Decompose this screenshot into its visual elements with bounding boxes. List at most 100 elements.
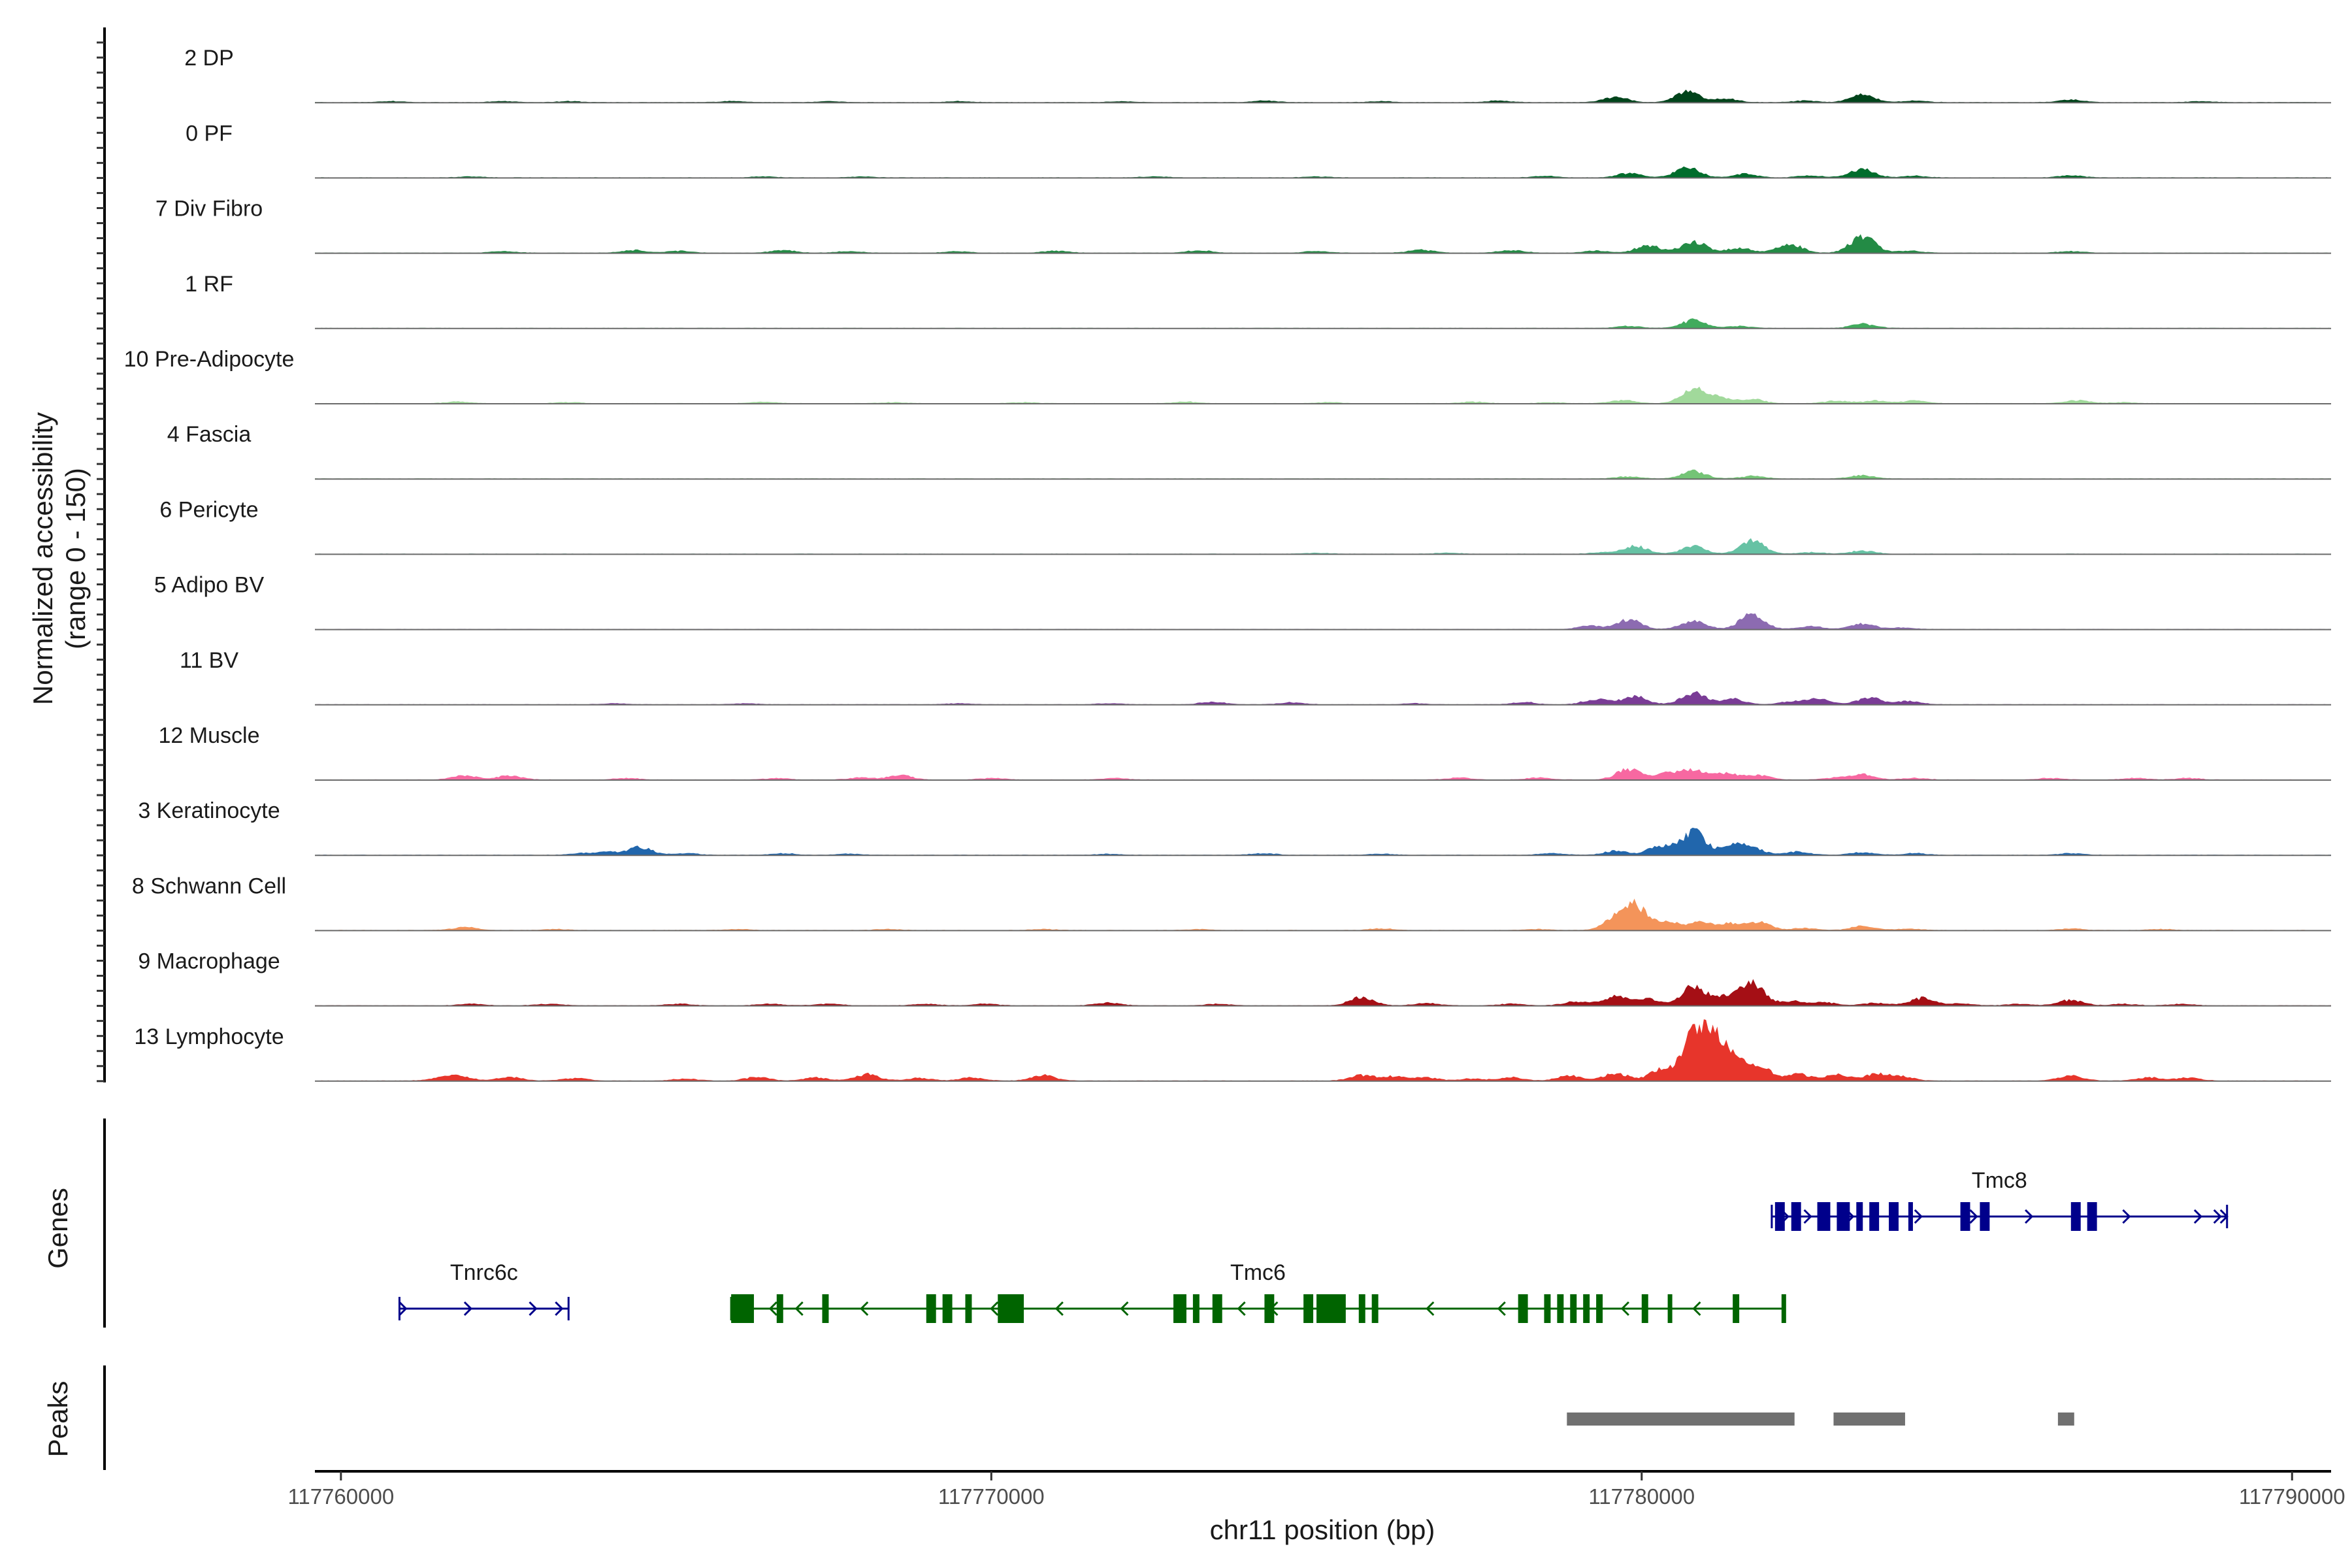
strand-arrow-icon (2219, 1209, 2229, 1224)
strand-arrow-icon (1620, 1301, 1629, 1316)
gene-exon (1733, 1294, 1740, 1323)
gene-exon (1192, 1294, 1200, 1323)
track-label: 9 Macrophage (138, 949, 280, 974)
strand-arrow-icon (1120, 1301, 1129, 1316)
coverage-track: 5 Adipo BV (154, 573, 2331, 630)
gene-exon (1641, 1294, 1648, 1323)
genes-panel: Genes Tnrc6c Tmc6 Tmc8 (42, 1119, 2229, 1328)
gene-exon (731, 1294, 754, 1323)
coverage-area (315, 979, 2331, 1006)
gene-exon (998, 1294, 1024, 1323)
strand-arrow-icon (399, 1301, 408, 1316)
track-label: 11 BV (180, 648, 238, 673)
strand-arrow-icon (1426, 1301, 1435, 1316)
gene-exon (1869, 1202, 1880, 1231)
gene-exon (1596, 1294, 1603, 1323)
strand-arrow-icon (794, 1301, 804, 1316)
coverage-area (315, 1019, 2331, 1081)
x-tick-label: 117770000 (938, 1484, 1045, 1509)
x-axis: chr11 position (bp) 117760000 117770000 11… (287, 1470, 2345, 1545)
strand-arrow-icon (1237, 1301, 1246, 1316)
gene-exon (1173, 1294, 1186, 1323)
coverage-area (315, 768, 2331, 780)
strand-arrow-icon (1054, 1301, 1064, 1316)
gene-exon (822, 1294, 829, 1323)
gene-exon (1908, 1202, 1913, 1231)
gene-exon (1980, 1202, 1990, 1231)
gene-name-label: Tnrc6c (450, 1260, 518, 1285)
coverage-area (315, 386, 2331, 404)
coverage-track: 4 Fascia (167, 422, 2331, 480)
gene-exon (1781, 1294, 1786, 1323)
track-label: 13 Lymphocyte (134, 1024, 284, 1049)
peaks-panel: Peaks (42, 1365, 2074, 1470)
coverage-area (315, 827, 2331, 856)
gene-exon (1557, 1294, 1564, 1323)
strand-arrow-icon (2025, 1209, 2034, 1224)
coverage-area (315, 898, 2331, 931)
track-label: 3 Keratinocyte (138, 798, 280, 823)
track-label: 7 Div Fibro (155, 197, 263, 221)
x-tick-label: 117790000 (2239, 1484, 2345, 1509)
strand-arrow-icon (860, 1301, 869, 1316)
strand-arrow-icon (529, 1301, 538, 1316)
gene-exon (776, 1294, 783, 1323)
peak-region (1833, 1413, 1905, 1426)
strand-arrow-icon (990, 1301, 999, 1316)
coverage-track: 10 Pre-Adipocyte (124, 347, 2331, 404)
gene-exon (1856, 1202, 1863, 1231)
gene-exon (1667, 1294, 1673, 1323)
track-label: 8 Schwann Cell (132, 874, 286, 898)
track-label: 6 Pericyte (159, 497, 258, 522)
gene-exon (1316, 1294, 1346, 1323)
gene-exon (1774, 1202, 1785, 1231)
coverage-area (315, 234, 2331, 253)
gene-exon (1583, 1294, 1590, 1323)
track-label: 5 Adipo BV (154, 573, 265, 598)
coverage-y-axis (97, 27, 106, 1083)
coverage-track: 2 DP (184, 46, 2331, 104)
coverage-track: 8 Schwann Cell (132, 874, 2331, 932)
track-label: 12 Muscle (159, 723, 260, 748)
strand-arrow-icon (1969, 1209, 1978, 1224)
coverage-area (315, 318, 2331, 329)
gene-exon (1837, 1202, 1850, 1231)
coverage-track: 3 Keratinocyte (138, 798, 2331, 857)
strand-arrow-icon (555, 1301, 564, 1316)
track-label: 2 DP (184, 46, 234, 71)
x-axis-title: chr11 position (bp) (1210, 1514, 1435, 1545)
coverage-track: 9 Macrophage (138, 949, 2331, 1007)
strand-arrow-icon (2213, 1209, 2222, 1224)
track-label: 1 RF (185, 272, 233, 297)
gene-name-label: Tmc6 (1230, 1260, 1286, 1285)
peak-region (2057, 1413, 2074, 1426)
gene-exon (942, 1294, 953, 1323)
gene-exon (1544, 1294, 1551, 1323)
strand-arrow-icon (463, 1301, 473, 1316)
gene-exon (1570, 1294, 1577, 1323)
coverage-track: 13 Lymphocyte (134, 1019, 2331, 1082)
coverage-track: 7 Div Fibro (155, 197, 2331, 254)
coverage-area (315, 90, 2331, 103)
gene-exon (1371, 1294, 1379, 1323)
gene-exon (2087, 1202, 2097, 1231)
gene-model: Tnrc6c (398, 1260, 570, 1320)
gene-exon (1212, 1294, 1222, 1323)
peaks-track-title: Peaks (42, 1381, 73, 1458)
strand-arrow-icon (2122, 1209, 2131, 1224)
coverage-track: 0 PF (186, 121, 2331, 179)
coverage-tracks: 2 DP 0 PF 7 Div Fibro 1 RF 10 Pre-Adipocyte 4… (124, 46, 2331, 1082)
coverage-area (315, 469, 2331, 480)
y-axis-title-line2: (range 0 - 150) (60, 468, 91, 649)
coverage-area (315, 613, 2331, 630)
gene-model: Tmc8 (1771, 1168, 2229, 1231)
coverage-track: 11 BV (180, 648, 2331, 706)
gene-exon (2070, 1202, 2081, 1231)
gene-name-label: Tmc8 (1972, 1168, 2027, 1193)
gene-exon (1264, 1294, 1275, 1323)
gene-exon (926, 1294, 936, 1323)
x-tick-label: 117780000 (1588, 1484, 1695, 1509)
peak-region (1567, 1413, 1795, 1426)
strand-arrow-icon (1780, 1209, 1789, 1224)
